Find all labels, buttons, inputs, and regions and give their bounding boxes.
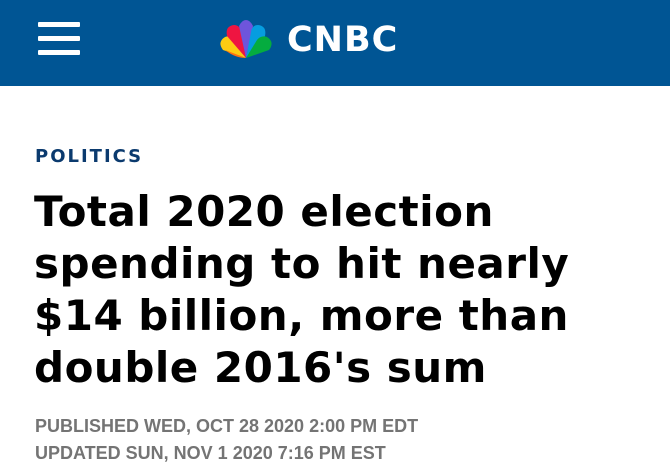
logo-text: CNBC bbox=[287, 20, 399, 60]
category-link[interactable]: POLITICS bbox=[35, 146, 144, 167]
site-header: CNBC bbox=[0, 0, 670, 86]
peacock-icon bbox=[220, 20, 272, 58]
published-timestamp: PUBLISHED WED, OCT 28 2020 2:00 PM EDT bbox=[35, 416, 419, 436]
article-headline: Total 2020 election spending to hit near… bbox=[34, 187, 570, 392]
updated-timestamp: UPDATED SUN, NOV 1 2020 7:16 PM EST bbox=[35, 443, 386, 463]
hamburger-menu-icon[interactable] bbox=[38, 22, 80, 56]
cnbc-logo[interactable]: CNBC bbox=[215, 18, 398, 62]
